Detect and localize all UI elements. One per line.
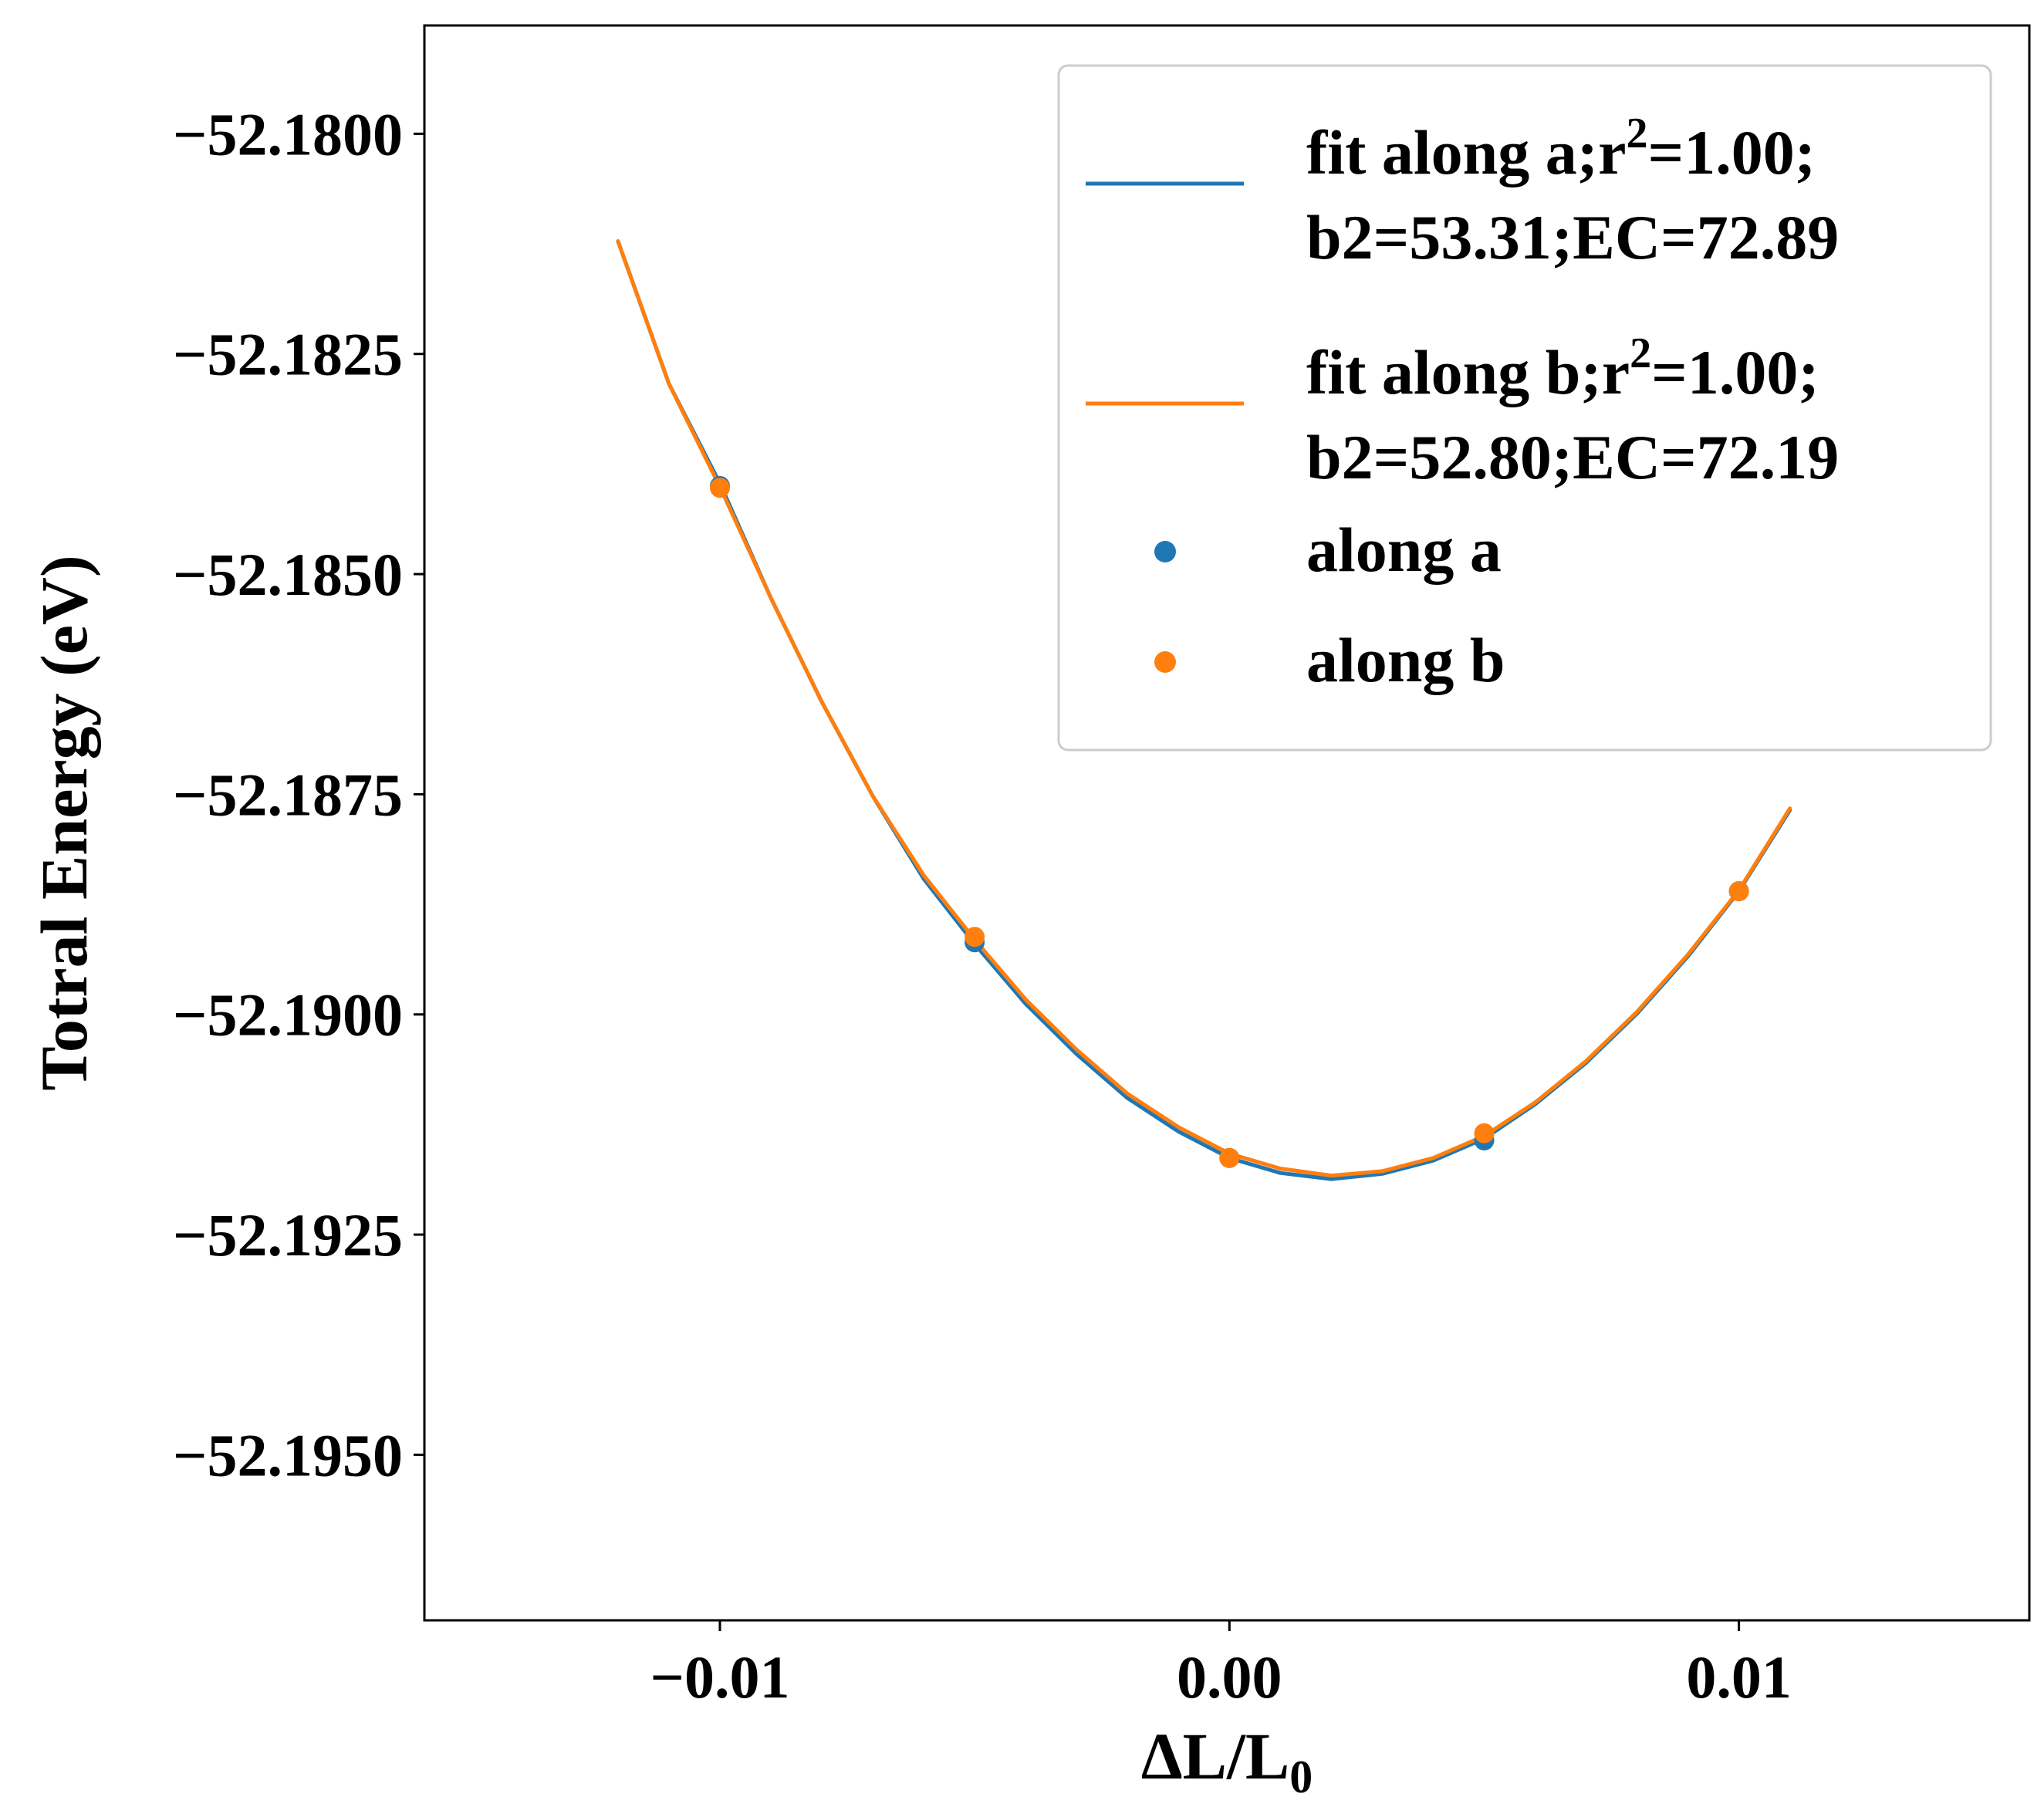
y-axis-label: Totral Energy (eV) <box>27 555 101 1090</box>
data-point <box>965 927 985 948</box>
plot-frame <box>423 24 2031 1622</box>
series-line <box>616 239 1792 1178</box>
y-tick-label: −52.1850 <box>173 541 403 608</box>
x-tick-label: 0.00 <box>1177 1643 1282 1711</box>
legend: fit along a;r2=1.00; b2=53.31;EC=72.89 fit… <box>1057 64 1992 752</box>
x-axis-label: ΔL/L0 <box>1141 1719 1313 1802</box>
y-tick-label: −52.1825 <box>173 321 403 388</box>
legend-entry-line1: fit along b;r2=1.00; <box>1306 329 1819 407</box>
data-point <box>1219 1147 1240 1168</box>
tick-layer: −0.01 0.00 0.01 −52.1800 −52.1825 −52.1850 −52… <box>173 100 1792 1711</box>
y-tick-label: −52.1925 <box>173 1201 403 1268</box>
legend-entry-label: along b <box>1306 625 1505 695</box>
x-tick-label: −0.01 <box>650 1643 790 1711</box>
data-point <box>1728 881 1749 901</box>
legend-entry-line2: b2=52.80;EC=72.19 <box>1306 422 1839 492</box>
legend-box <box>1057 64 1992 752</box>
y-tick-label: −52.1800 <box>173 100 403 167</box>
y-tick-label: −52.1950 <box>173 1421 403 1488</box>
data-point <box>1474 1123 1495 1143</box>
legend-entry-label: along a <box>1306 515 1502 585</box>
plot-layer <box>616 239 1792 1181</box>
legend-marker-key <box>1154 651 1176 673</box>
data-point <box>710 478 730 498</box>
y-tick-label: −52.1875 <box>173 761 403 828</box>
legend-items: fit along a;r2=1.00; b2=53.31;EC=72.89 fit… <box>1086 110 1839 695</box>
legend-entry-line1: fit along a;r2=1.00; <box>1306 110 1816 187</box>
x-tick-label: 0.01 <box>1686 1643 1792 1711</box>
legend-marker-key <box>1154 541 1176 562</box>
legend-entry-line2: b2=53.31;EC=72.89 <box>1306 202 1839 272</box>
y-tick-label: −52.1900 <box>173 981 403 1049</box>
